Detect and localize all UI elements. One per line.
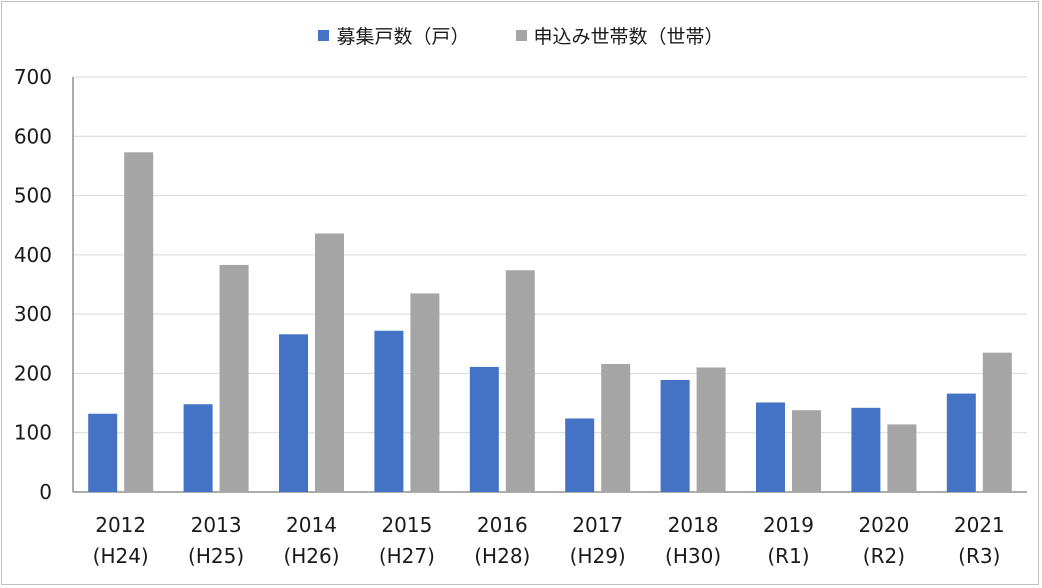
y-tick-label-100: 100 — [14, 421, 52, 445]
bar-series-1-2012 — [88, 413, 118, 492]
x-tick-label-2019: 2019 — [763, 513, 814, 537]
bar-series-2-2013 — [219, 264, 249, 492]
y-tick-label-400: 400 — [14, 243, 52, 267]
bar-series-2-2014 — [315, 233, 344, 492]
legend-swatch-series-2 — [515, 30, 527, 41]
y-tick-label-200: 200 — [14, 361, 52, 385]
x-tick-label-2017: 2017 — [572, 513, 623, 537]
x-tick-sublabel-2013: (H25) — [188, 544, 244, 568]
x-tick-label-2014: 2014 — [286, 513, 337, 537]
chart-legend: 募集戸数（戸） 申込み世帯数（世帯） — [0, 22, 1042, 49]
bar-series-2-2020 — [887, 424, 917, 492]
x-tick-sublabel-2015: (H27) — [379, 544, 435, 568]
bar-series-1-2020 — [851, 407, 881, 492]
legend-label-series-1: 募集戸数（戸） — [336, 26, 470, 48]
legend-item-series-1: 募集戸数（戸） — [318, 22, 470, 49]
x-tick-label-2016: 2016 — [477, 513, 528, 537]
bar-series-2-2012 — [124, 152, 154, 493]
y-tick-label-0: 0 — [39, 480, 52, 504]
y-tick-label-300: 300 — [14, 302, 52, 326]
bar-series-2-2015 — [410, 293, 440, 492]
bar-series-2-2018 — [696, 367, 726, 492]
bar-series-1-2019 — [756, 402, 785, 492]
y-tick-label-600: 600 — [14, 124, 52, 148]
x-tick-label-2012: 2012 — [95, 513, 146, 537]
bar-series-2-2019 — [792, 410, 821, 492]
bar-series-1-2018 — [660, 379, 690, 492]
bar-series-2-2021 — [982, 352, 1012, 492]
bar-series-1-2016 — [469, 366, 499, 492]
x-tick-label-2015: 2015 — [381, 513, 432, 537]
x-tick-sublabel-2017: (H29) — [570, 544, 626, 568]
x-tick-sublabel-2016: (H28) — [474, 544, 530, 568]
x-tick-sublabel-2012: (H24) — [93, 544, 149, 568]
x-tick-label-2018: 2018 — [668, 513, 719, 537]
bar-series-2-2017 — [601, 363, 631, 492]
y-tick-label-700: 700 — [14, 65, 52, 89]
bar-series-1-2021 — [946, 393, 976, 492]
legend-swatch-series-1 — [318, 30, 330, 41]
x-tick-sublabel-2020: (R2) — [863, 544, 905, 568]
bar-series-1-2015 — [374, 330, 404, 492]
x-tick-label-2020: 2020 — [858, 513, 909, 537]
x-tick-label-2013: 2013 — [191, 513, 242, 537]
x-tick-sublabel-2018: (H30) — [665, 544, 721, 568]
x-tick-label-2021: 2021 — [954, 513, 1005, 537]
x-tick-sublabel-2019: (R1) — [767, 544, 809, 568]
bar-series-1-2013 — [183, 404, 213, 492]
legend-item-series-2: 申込み世帯数（世帯） — [515, 22, 724, 49]
x-tick-sublabel-2021: (R3) — [958, 544, 1000, 568]
y-tick-label-500: 500 — [14, 184, 52, 208]
bar-series-1-2017 — [565, 418, 595, 492]
x-tick-sublabel-2014: (H26) — [283, 544, 339, 568]
legend-label-series-2: 申込み世帯数（世帯） — [533, 26, 724, 48]
bar-series-1-2014 — [279, 334, 308, 492]
bar-series-2-2016 — [505, 270, 535, 492]
